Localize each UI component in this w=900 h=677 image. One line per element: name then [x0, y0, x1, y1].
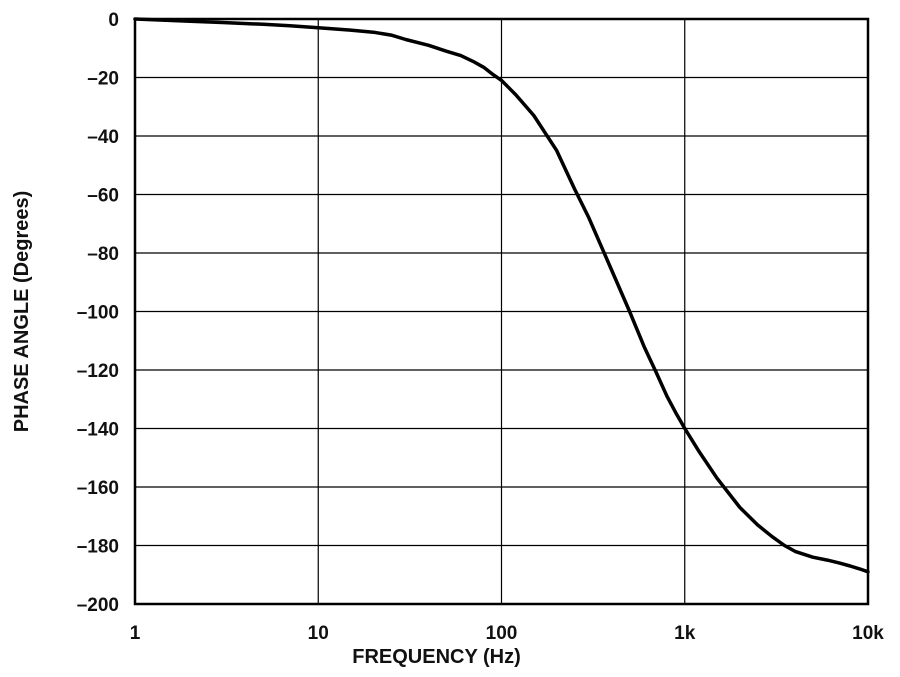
y-axis-label: PHASE ANGLE (Degrees)	[11, 191, 33, 433]
x-tick-label: 10k	[852, 623, 884, 644]
y-tick-label: –180	[77, 537, 119, 558]
y-tick-label: –140	[77, 420, 119, 441]
x-tick-label: 10	[308, 623, 329, 644]
series-line	[133, 17, 870, 574]
x-axis-label: FREQUENCY (Hz)	[352, 646, 521, 668]
y-tick-label: –80	[87, 244, 119, 265]
y-tick-label: –120	[77, 361, 119, 382]
y-tick-labels: 0 –20 –40 –60 –80 –100 –120 –140 –160 –180 –200	[77, 10, 119, 616]
x-tick-labels: 1 10 100 1k 10k	[130, 623, 885, 644]
grid-lines	[134, 18, 869, 605]
x-tick-label: 100	[486, 623, 518, 644]
x-tick-label: 1	[130, 623, 141, 644]
y-tick-label: –100	[77, 303, 119, 324]
y-tick-label: 0	[108, 10, 119, 31]
y-tick-label: –200	[77, 595, 119, 616]
y-tick-label: –40	[87, 127, 119, 148]
y-tick-label: –160	[77, 478, 119, 499]
y-tick-label: –20	[87, 69, 119, 90]
y-tick-label: –60	[87, 186, 119, 207]
series-group	[133, 17, 870, 574]
x-tick-label: 1k	[674, 623, 696, 644]
plot-frame	[133, 17, 870, 606]
